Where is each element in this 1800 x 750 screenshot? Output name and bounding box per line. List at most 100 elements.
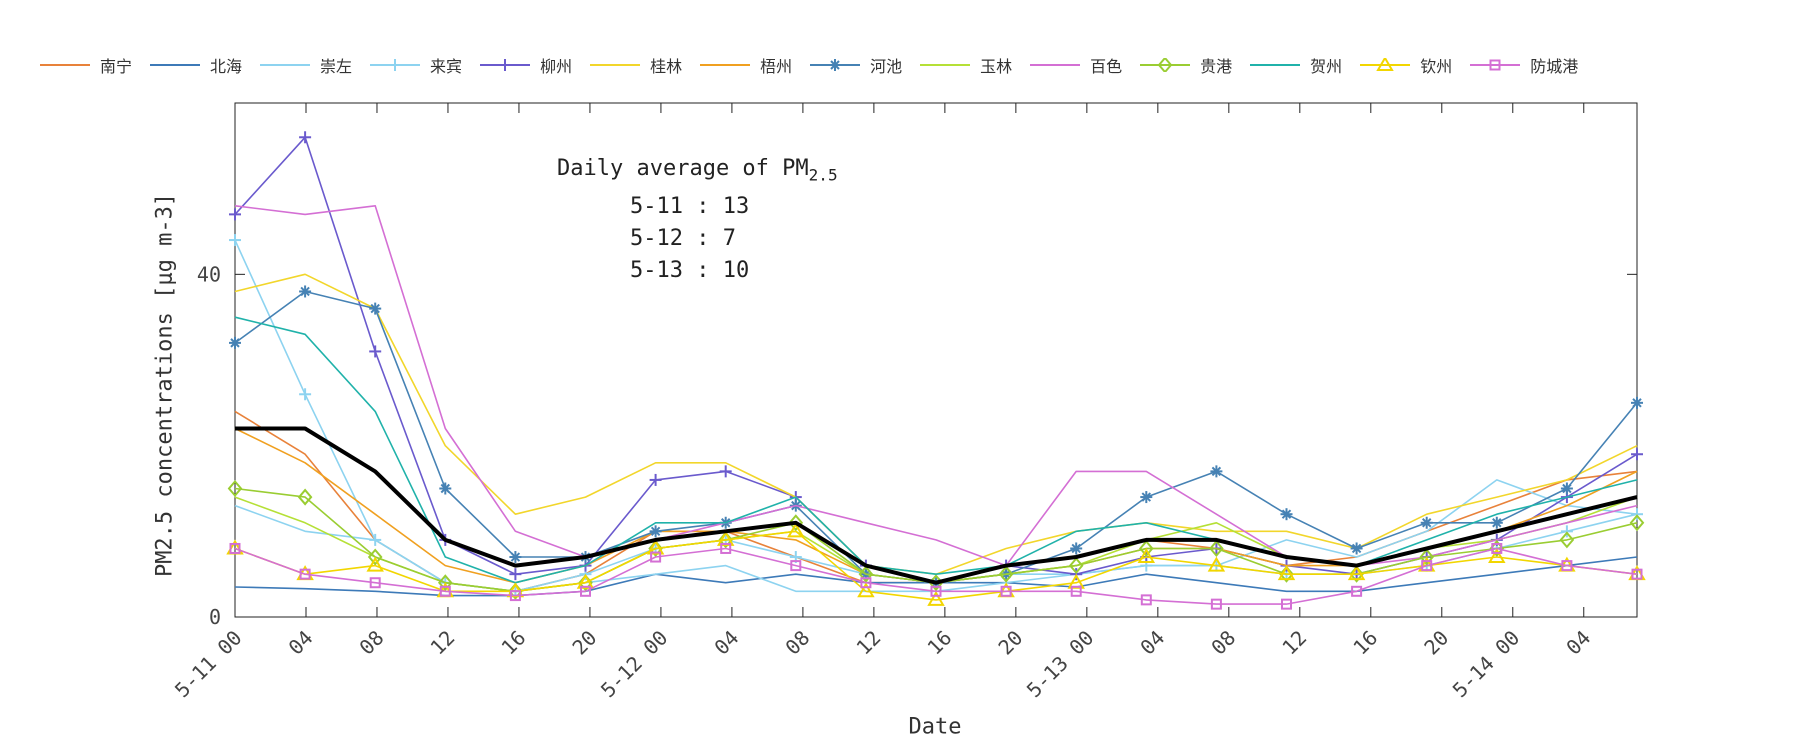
data-marker <box>718 531 734 549</box>
legend-swatch <box>40 64 90 66</box>
legend-item: 贵港 <box>1138 53 1232 77</box>
data-marker <box>857 582 875 598</box>
x-tick-label: 12 <box>425 626 459 660</box>
data-marker <box>649 473 662 486</box>
data-marker <box>1376 58 1394 71</box>
data-marker <box>1631 448 1643 461</box>
data-marker <box>439 585 451 597</box>
data-marker <box>369 533 382 546</box>
data-marker <box>229 234 241 247</box>
data-marker <box>439 482 452 495</box>
data-marker <box>227 479 243 498</box>
legend-item: 贺州 <box>1248 53 1342 77</box>
legend-item: 梧州 <box>698 53 792 77</box>
legend-label: 来宾 <box>430 57 463 76</box>
x-tick-label: 16 <box>922 626 956 660</box>
data-marker <box>648 539 663 558</box>
data-marker <box>1280 508 1293 521</box>
series-line-贺州 <box>234 316 1638 584</box>
data-marker <box>389 59 402 71</box>
legend-item: 柳州 <box>478 53 572 77</box>
data-marker <box>1631 396 1643 409</box>
data-marker <box>1207 556 1226 572</box>
legend-label: 柳州 <box>540 57 573 76</box>
legend-label: 百色 <box>1090 57 1123 76</box>
x-tick-label: 5-12 00 <box>596 626 673 703</box>
x-tick-label: 08 <box>780 626 814 660</box>
data-marker <box>1491 542 1503 554</box>
legend-label: 钦州 <box>1420 57 1453 76</box>
data-marker <box>1281 598 1292 610</box>
legend-item: 北海 <box>148 53 242 77</box>
x-tick-label: 20 <box>567 626 601 660</box>
y-axis-label: PM2.5 concentrations [μg m-3] <box>152 192 178 578</box>
legend-item: 南宁 <box>38 53 132 77</box>
data-marker <box>1631 568 1643 580</box>
data-marker <box>299 568 311 580</box>
data-marker <box>719 465 732 478</box>
data-marker <box>1000 585 1012 597</box>
data-marker <box>369 345 382 358</box>
x-tick-label: 16 <box>1348 626 1382 660</box>
legend-label: 桂林 <box>650 57 683 76</box>
data-marker <box>829 59 842 71</box>
legend-swatch <box>150 64 201 66</box>
legend-item: 防城港 <box>1468 53 1578 77</box>
series-line-柳州 <box>234 136 1638 584</box>
data-marker <box>229 542 241 554</box>
data-marker <box>367 548 383 566</box>
data-marker <box>720 542 732 554</box>
data-marker <box>790 560 802 572</box>
daily-average-annotation: Daily average of PM2.5 5-11 : 13 5-12 : … <box>557 153 838 287</box>
data-marker <box>860 577 872 589</box>
legend-label: 贺州 <box>1310 57 1343 76</box>
legend-item: 百色 <box>1028 53 1122 77</box>
data-marker <box>299 131 312 144</box>
x-tick-label: 5-13 00 <box>1022 626 1099 703</box>
annotation-row-5-12: 5-12 : 7 <box>630 226 736 252</box>
data-marker <box>1347 565 1366 581</box>
data-marker <box>508 582 523 600</box>
legend-label: 河池 <box>870 57 903 76</box>
annotation-row-5-11: 5-11 : 13 <box>630 194 750 220</box>
legend-label: 防城港 <box>1530 57 1579 76</box>
x-tick-label: 20 <box>993 626 1027 660</box>
data-marker <box>1489 59 1501 71</box>
legend-item: 河池 <box>808 53 902 77</box>
annotation-heading: Daily average of PM2.5 <box>557 156 838 185</box>
data-marker <box>1419 548 1435 566</box>
data-marker <box>299 388 312 401</box>
y-tick-label: 40 <box>197 262 221 286</box>
data-marker <box>1068 557 1084 575</box>
legend-item: 钦州 <box>1358 53 1452 77</box>
legend-swatch <box>1140 58 1191 72</box>
x-tick-label: 12 <box>851 626 885 660</box>
series-line-桂林 <box>234 273 1638 576</box>
data-marker <box>998 565 1014 583</box>
data-marker <box>1140 491 1153 504</box>
legend-swatch <box>1470 59 1521 71</box>
legend-swatch <box>370 59 421 71</box>
data-marker <box>788 514 804 532</box>
data-marker <box>1559 531 1575 549</box>
data-marker <box>1488 548 1506 564</box>
data-marker <box>930 585 942 597</box>
data-marker <box>1070 542 1083 555</box>
series-line-mean <box>235 426 1638 585</box>
data-marker <box>927 590 945 606</box>
data-marker <box>366 556 384 572</box>
series-line-百色 <box>234 205 1638 567</box>
legend-swatch <box>1360 58 1411 71</box>
data-marker <box>499 59 512 71</box>
x-tick-label: 04 <box>1561 626 1595 660</box>
x-axis-label: Date <box>908 714 962 740</box>
data-marker <box>509 568 522 581</box>
x-tick-label: 20 <box>1419 626 1453 660</box>
data-marker <box>1210 465 1223 478</box>
legend-swatch <box>1250 64 1301 66</box>
legend-swatch <box>480 59 531 71</box>
data-marker <box>437 574 453 592</box>
legend-swatch <box>810 59 861 71</box>
data-marker <box>1490 516 1503 529</box>
x-tick-label: 04 <box>1135 626 1169 660</box>
